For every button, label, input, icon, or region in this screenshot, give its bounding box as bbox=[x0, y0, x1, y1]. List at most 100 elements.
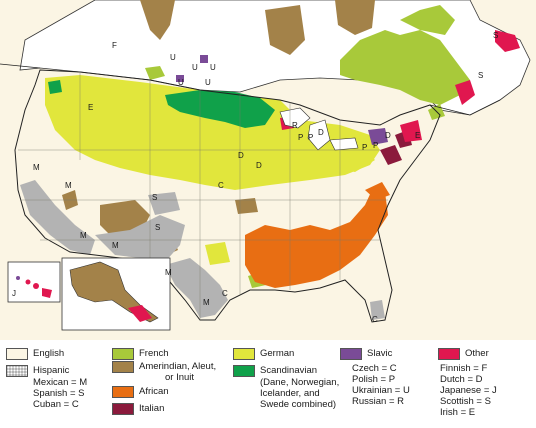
swatch-german bbox=[233, 348, 255, 360]
legend-other-sub-2: Japanese = J bbox=[440, 385, 497, 396]
alaska-other bbox=[128, 305, 152, 322]
legend-french: French bbox=[112, 348, 169, 360]
code-label-s: S bbox=[493, 31, 498, 40]
legend-hispanic-sub-2: Cuban = C bbox=[33, 399, 79, 410]
code-label-m: M bbox=[65, 181, 72, 190]
legend-english: English bbox=[6, 348, 64, 360]
swatch-english bbox=[6, 348, 28, 360]
legend-scandinavian-sub-2: Swede combined) bbox=[260, 399, 337, 410]
legend-slavic-label: Slavic bbox=[367, 348, 393, 359]
legend-other-sub-1: Dutch = D bbox=[440, 374, 483, 385]
legend-hispanic-sub-0: Mexican = M bbox=[33, 377, 88, 388]
legend-other: Other bbox=[438, 348, 489, 360]
legend-other-sub-0: Finnish = F bbox=[440, 363, 488, 374]
region-hispanic-ca bbox=[20, 180, 95, 255]
region-amerindian-north3 bbox=[335, 0, 375, 35]
legend-hispanic: Hispanic bbox=[6, 365, 69, 377]
swatch-italian bbox=[112, 403, 134, 415]
code-label-e: E bbox=[415, 131, 420, 140]
legend-slavic-sub-1: Polish = P bbox=[352, 374, 396, 385]
code-label-s: S bbox=[478, 71, 483, 80]
region-german-midwest bbox=[45, 75, 380, 190]
hawaii-islands bbox=[16, 276, 52, 298]
region-german-texas bbox=[205, 242, 230, 265]
code-label-m: M bbox=[112, 241, 119, 250]
code-label-m: M bbox=[165, 268, 172, 277]
legend-african: African bbox=[112, 386, 169, 398]
region-african-va bbox=[365, 182, 390, 200]
region-slavic-canada bbox=[200, 55, 208, 63]
code-label-p: P bbox=[308, 133, 313, 142]
code-label-p: P bbox=[298, 133, 303, 142]
legend-scandinavian-sub-0: (Dane, Norwegian, bbox=[260, 377, 340, 388]
code-label-d: D bbox=[238, 151, 244, 160]
region-other-ne bbox=[400, 120, 422, 142]
region-french-quebec bbox=[340, 30, 470, 105]
legend-french-label: French bbox=[139, 348, 169, 359]
legend-scandinavian-sub-1: Icelander, and bbox=[260, 388, 320, 399]
swatch-french bbox=[112, 348, 134, 360]
code-label-e: E bbox=[88, 103, 93, 112]
legend-african-label: African bbox=[139, 386, 169, 397]
region-slavic-pa bbox=[368, 128, 388, 145]
ancestry-map: J M M M M M M S S S S C C C F U U U U U … bbox=[0, 0, 531, 331]
map-svg: J M M M M M M S S S S C C C F U U U U U … bbox=[0, 0, 531, 331]
region-other-maritimes bbox=[455, 80, 475, 105]
region-amerindian-north2 bbox=[265, 5, 305, 55]
legend-slavic: Slavic bbox=[340, 348, 392, 360]
legend-german-label: German bbox=[260, 348, 295, 359]
region-scandinavian-wa bbox=[48, 80, 62, 94]
region-slavic-canada2 bbox=[176, 75, 184, 82]
code-label-u: U bbox=[210, 63, 216, 72]
legend-slavic-sub-3: Russian = R bbox=[352, 396, 405, 407]
legend-scandinavian: Scandinavian bbox=[233, 365, 317, 377]
swatch-amerindian bbox=[112, 361, 134, 373]
code-label-j-hawaii: J bbox=[12, 289, 16, 298]
region-german-pa bbox=[330, 145, 375, 172]
legend-other-label: Other bbox=[465, 348, 489, 359]
code-label-d: D bbox=[385, 131, 391, 140]
code-label-d: D bbox=[256, 161, 262, 170]
code-label-c: C bbox=[372, 315, 378, 324]
region-hispanic-co bbox=[148, 192, 180, 215]
swatch-slavic bbox=[340, 348, 362, 360]
region-french-manitoba bbox=[145, 66, 165, 80]
code-label-u: U bbox=[205, 78, 211, 87]
code-label-d: D bbox=[318, 128, 324, 137]
great-lakes bbox=[279, 107, 359, 151]
code-label-s: S bbox=[155, 223, 160, 232]
legend-german: German bbox=[233, 348, 294, 360]
code-label-p: P bbox=[373, 141, 378, 150]
code-label-c: C bbox=[222, 289, 228, 298]
swatch-hispanic bbox=[6, 365, 28, 377]
code-label-f: F bbox=[112, 41, 117, 50]
code-label-p: P bbox=[362, 143, 367, 152]
region-italian-nj bbox=[380, 145, 402, 165]
swatch-scandinavian bbox=[233, 365, 255, 377]
region-french-north bbox=[400, 5, 455, 35]
region-hispanic-fl bbox=[370, 300, 385, 320]
code-label-u: U bbox=[192, 63, 198, 72]
code-label-c: C bbox=[218, 181, 224, 190]
code-label-u: U bbox=[178, 78, 184, 87]
legend-other-sub-4: Irish = E bbox=[440, 407, 476, 418]
legend-amerindian-line-1: or Inuit bbox=[165, 372, 195, 383]
legend-other-sub-3: Scottish = S bbox=[440, 396, 491, 407]
region-hispanic-az-nm bbox=[95, 215, 185, 262]
legend-slavic-sub-2: Ukrainian = U bbox=[352, 385, 410, 396]
legend-italian: Italian bbox=[112, 403, 164, 415]
state-borders bbox=[18, 72, 388, 320]
region-amerindian-north1 bbox=[140, 0, 175, 40]
legend-hispanic-label: Hispanic bbox=[33, 365, 70, 376]
region-hispanic-texas bbox=[165, 258, 228, 318]
code-label-u: U bbox=[170, 53, 176, 62]
code-label-s: S bbox=[152, 193, 157, 202]
code-label-m: M bbox=[203, 298, 210, 307]
canada-border bbox=[0, 63, 501, 116]
legend-amerindian: Amerindian, Aleut, or Inuit bbox=[112, 361, 216, 383]
swatch-african bbox=[112, 386, 134, 398]
legend-amerindian-line-0: Amerindian, Aleut, bbox=[139, 361, 217, 372]
legend-slavic-sub-0: Czech = C bbox=[352, 363, 397, 374]
region-other-newfoundland bbox=[495, 30, 520, 52]
hawaii-inset bbox=[7, 261, 61, 303]
